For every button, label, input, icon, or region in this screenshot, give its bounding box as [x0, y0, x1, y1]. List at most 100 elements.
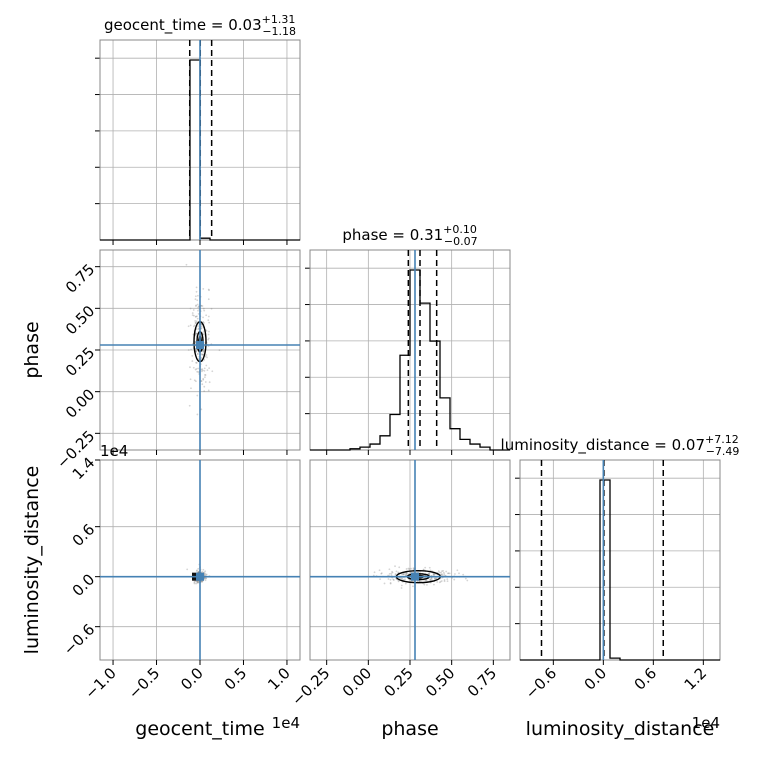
- sample-point: [441, 574, 444, 577]
- sample-point: [410, 567, 413, 570]
- sample-point: [200, 324, 203, 327]
- sample-point: [203, 370, 206, 372]
- sample-point: [445, 570, 448, 573]
- sample-point: [200, 580, 203, 583]
- sample-point: [194, 368, 197, 371]
- sample-point: [464, 577, 467, 580]
- sample-point: [204, 376, 206, 379]
- sample-point: [195, 350, 198, 353]
- sample-point: [379, 578, 382, 580]
- sample-point: [430, 578, 433, 580]
- sample-point: [391, 571, 394, 574]
- sample-point: [208, 289, 210, 292]
- x-tick-label-geocent_time-0: −1.0: [81, 664, 119, 702]
- sample-point: [433, 577, 436, 580]
- sample-point: [207, 319, 210, 322]
- sample-point: [397, 571, 400, 574]
- sample-point: [201, 353, 203, 356]
- sample-point: [196, 394, 199, 397]
- sample-point: [203, 321, 205, 324]
- sample-point: [205, 574, 207, 576]
- sample-point: [438, 571, 441, 574]
- sample-point: [391, 570, 393, 573]
- sample-point: [378, 569, 381, 572]
- sample-point: [193, 379, 196, 382]
- sample-point: [206, 356, 208, 359]
- sample-point: [207, 389, 210, 392]
- y-tick-label-phase-3: 0.50: [62, 302, 98, 338]
- sample-point: [442, 571, 445, 574]
- x-axis-label-luminosity_distance: luminosity_distance: [526, 718, 715, 740]
- sample-point: [389, 578, 392, 581]
- sample-point: [208, 381, 211, 384]
- sample-point: [185, 263, 188, 266]
- sample-point: [194, 320, 197, 322]
- panel-title-geocent_time: geocent_time = 0.03+1.31 −1.18: [104, 13, 296, 38]
- sample-point: [201, 305, 204, 307]
- sample-point: [204, 572, 206, 575]
- 2d-panel-phase-luminosity_distance: [309, 459, 511, 665]
- sample-point: [196, 299, 199, 302]
- 2d-panel-geocent_time-phase: [95, 249, 301, 455]
- sample-point: [195, 332, 198, 335]
- sample-point: [196, 413, 199, 416]
- sample-point: [208, 321, 211, 324]
- sample-point: [430, 577, 433, 579]
- sample-point: [426, 584, 428, 586]
- sample-point: [201, 580, 204, 583]
- y-tick-label-phase-4: 0.75: [62, 260, 98, 296]
- sample-point: [205, 354, 208, 356]
- sample-point: [188, 404, 191, 407]
- sample-point: [197, 328, 200, 330]
- x-tick-label-luminosity_distance-1: 0.0: [581, 664, 611, 694]
- sample-point: [202, 287, 205, 290]
- sample-point: [405, 572, 408, 574]
- sample-point: [191, 314, 194, 317]
- sample-point: [194, 321, 197, 324]
- 2d-panel-geocent_time-luminosity_distance: [95, 459, 301, 665]
- sample-point: [205, 329, 208, 332]
- sample-point: [202, 568, 205, 571]
- sample-point: [200, 380, 203, 383]
- x-tick-label-geocent_time-1: −0.5: [125, 664, 163, 702]
- sample-point: [193, 582, 196, 585]
- sample-point: [432, 573, 435, 576]
- sample-point: [401, 573, 403, 576]
- sample-point: [380, 572, 383, 575]
- sample-point: [197, 306, 200, 309]
- x-tick-label-luminosity_distance-3: 1.2: [681, 664, 711, 694]
- y-tick-label-luminosity_distance-0: −0.6: [60, 620, 98, 658]
- sample-point: [204, 374, 206, 376]
- sample-point: [189, 324, 192, 327]
- sample-point: [404, 582, 407, 585]
- offset-label-geocent-time-x: 1e4: [272, 714, 300, 732]
- sample-point: [196, 353, 199, 355]
- sample-point: [203, 574, 206, 576]
- hist-panel-phase: phase = 0.31+0.10 −0.07: [305, 223, 511, 455]
- sample-point: [446, 578, 449, 581]
- sample-point: [218, 349, 221, 352]
- sample-point: [200, 304, 203, 307]
- sample-point: [204, 570, 207, 573]
- sample-point: [200, 368, 203, 371]
- sample-point: [195, 362, 198, 364]
- sample-point: [404, 572, 407, 574]
- sample-point: [207, 337, 210, 340]
- sample-point: [404, 578, 406, 581]
- sample-point: [447, 572, 450, 575]
- sample-point: [189, 378, 192, 381]
- sample-point: [192, 366, 195, 369]
- sample-point: [436, 581, 439, 583]
- sample-point: [201, 570, 204, 573]
- sample-point: [204, 381, 207, 383]
- sample-point: [418, 580, 421, 582]
- sample-point: [211, 370, 214, 373]
- sample-point: [193, 314, 195, 317]
- sample-point: [195, 350, 198, 353]
- x-tick-label-geocent_time-3: 0.5: [221, 664, 251, 694]
- sample-point: [195, 320, 198, 323]
- sample-point: [207, 315, 210, 318]
- sample-point: [433, 577, 436, 580]
- sample-point: [404, 573, 407, 576]
- sample-point: [424, 566, 427, 569]
